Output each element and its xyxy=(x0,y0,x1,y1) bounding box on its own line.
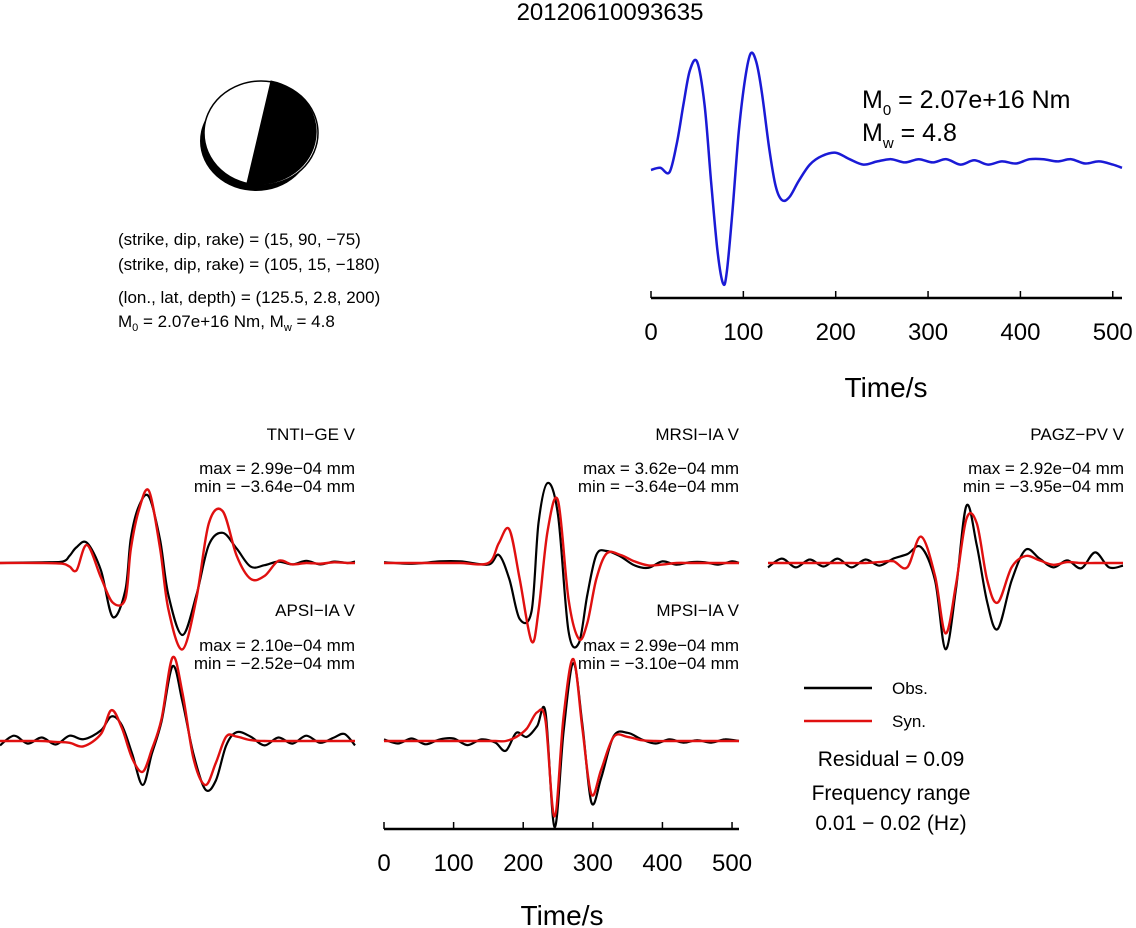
max-amplitude-label: max = 2.99e−04 mm xyxy=(583,636,739,655)
max-amplitude-label: max = 2.92e−04 mm xyxy=(968,459,1124,478)
observed-trace xyxy=(383,481,740,649)
station-label: MRSI−IA V xyxy=(655,425,739,444)
waveform-x-axis-title: Time/s xyxy=(521,900,604,928)
waveform-x-axis-tick-label: 300 xyxy=(573,850,613,877)
residual-label: Residual = 0.09 xyxy=(818,748,965,771)
beachball-compressional-quadrant xyxy=(246,80,317,185)
min-amplitude-label: min = −2.52e−04 mm xyxy=(194,654,355,673)
legend-obs-label: Obs. xyxy=(892,679,928,698)
station-label: TNTI−GE V xyxy=(267,425,356,444)
waveform-x-axis-tick-label: 200 xyxy=(503,850,543,877)
min-amplitude-label: min = −3.95e−04 mm xyxy=(963,477,1124,496)
synthetic-trace xyxy=(767,511,1123,635)
fit-summary: Residual = 0.09 Frequency range 0.01 − 0… xyxy=(812,748,971,835)
mechanism-parameters: (strike, dip, rake) = (15, 90, −75) (str… xyxy=(118,230,380,334)
mechanism-line-3: (lon., lat, depth) = (125.5, 2.8, 200) xyxy=(118,288,380,307)
stf-x-axis-tick-label: 300 xyxy=(908,319,948,346)
legend-syn-label: Syn. xyxy=(892,712,926,731)
stf-x-axis-title: Time/s xyxy=(845,372,928,403)
station-label: MPSI−IA V xyxy=(656,601,739,620)
waveform-x-axis: 0 100 200 300 400 500 xyxy=(377,822,752,877)
waveform-x-axis-tick-label: 0 xyxy=(377,850,390,877)
stf-x-axis-tick-label: 400 xyxy=(1000,319,1040,346)
mechanism-line-2: (strike, dip, rake) = (105, 15, −180) xyxy=(118,255,380,274)
stf-mw-label: Mw = 4.8 xyxy=(862,119,957,152)
focal-mechanism-beachball xyxy=(200,80,319,191)
synthetic-trace xyxy=(0,655,355,787)
stf-x-axis-tick-label: 500 xyxy=(1093,319,1133,346)
synthetic-trace xyxy=(383,496,739,644)
stf-panel: M0 = 2.07e+16 Nm Mw = 4.8 0 100 200 300 400 5… xyxy=(644,51,1133,403)
stf-x-axis-tick-label: 200 xyxy=(816,319,856,346)
stf-m0-label: M0 = 2.07e+16 Nm xyxy=(862,86,1070,119)
stf-x-axis-tick-label: 100 xyxy=(723,319,763,346)
frequency-range-value: 0.01 − 0.02 (Hz) xyxy=(815,812,966,835)
min-amplitude-label: min = −3.10e−04 mm xyxy=(578,654,739,673)
waveform-x-axis-tick-label: 100 xyxy=(434,850,474,877)
observed-trace xyxy=(0,493,356,637)
max-amplitude-label: max = 2.99e−04 mm xyxy=(199,459,355,478)
synthetic-trace xyxy=(0,488,356,651)
stf-line xyxy=(650,51,1123,287)
stf-x-axis: 0 100 200 300 400 500 xyxy=(644,291,1133,346)
stf-x-axis-tick-label: 0 xyxy=(644,319,657,346)
figure-title: 20120610093635 xyxy=(517,0,704,26)
station-label: PAGZ−PV V xyxy=(1030,425,1124,444)
waveform-x-axis-tick-label: 400 xyxy=(642,850,682,877)
observed-trace xyxy=(0,665,356,792)
min-amplitude-label: min = −3.64e−04 mm xyxy=(578,477,739,496)
max-amplitude-label: max = 3.62e−04 mm xyxy=(583,459,739,478)
synthetic-trace xyxy=(384,657,739,818)
mechanism-line-4: M0 = 2.07e+16 Nm, Mw = 4.8 xyxy=(118,312,335,334)
station-label: APSI−IA V xyxy=(275,601,356,620)
max-amplitude-label: max = 2.10e−04 mm xyxy=(199,636,355,655)
waveform-x-axis-tick-label: 500 xyxy=(712,850,752,877)
observed-trace xyxy=(767,503,1124,651)
legend: Obs. Syn. xyxy=(804,679,928,731)
stf-moment-labels: M0 = 2.07e+16 Nm Mw = 4.8 xyxy=(862,86,1070,152)
min-amplitude-label: min = −3.64e−04 mm xyxy=(194,477,355,496)
frequency-range-title: Frequency range xyxy=(812,782,971,805)
mechanism-line-1: (strike, dip, rake) = (15, 90, −75) xyxy=(118,230,361,249)
